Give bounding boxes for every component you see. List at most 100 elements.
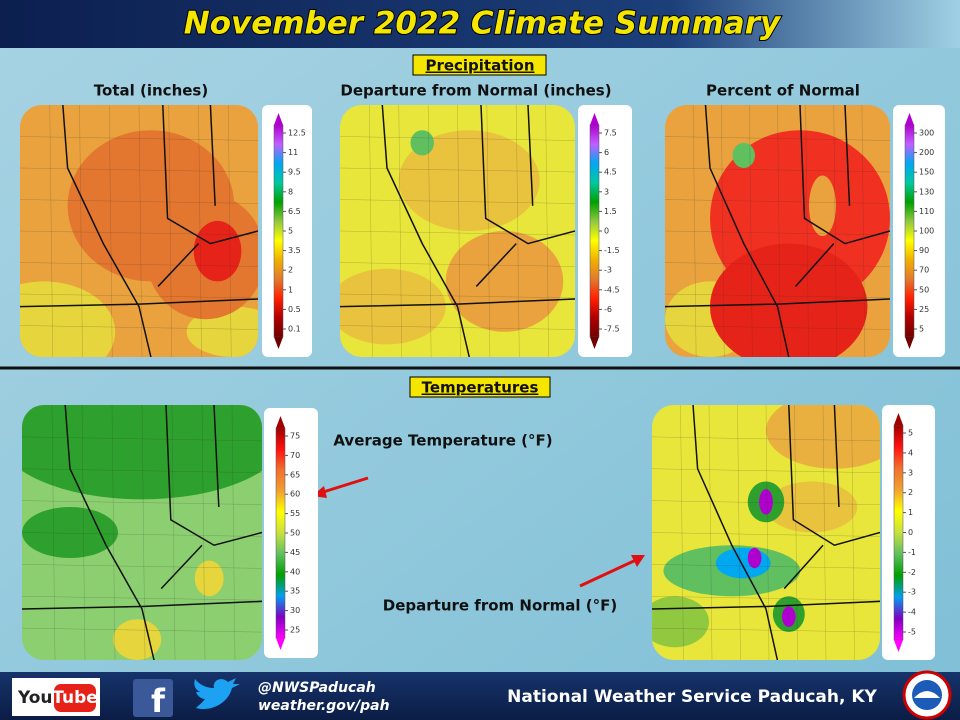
map <box>340 105 575 357</box>
legend-label: -2 <box>908 568 916 577</box>
bar-tip <box>905 113 914 125</box>
county-line <box>340 199 575 204</box>
county-line <box>665 136 890 141</box>
county-line <box>198 105 202 357</box>
map-region <box>710 243 868 357</box>
legend-label: 7.5 <box>604 129 617 138</box>
bar-tip <box>905 337 914 349</box>
map <box>652 405 880 660</box>
legend-label: 1.5 <box>604 207 617 216</box>
legend-label: 55 <box>290 509 300 518</box>
legend-label: 35 <box>290 587 300 596</box>
map-region <box>398 130 540 232</box>
county-line <box>777 105 781 357</box>
youtube-text: Tube <box>52 688 98 708</box>
legend-label: 4.5 <box>604 168 617 177</box>
map-title: Percent of Normal <box>706 82 860 100</box>
county-line <box>427 105 432 357</box>
county-line <box>851 405 855 660</box>
county-line <box>692 105 697 357</box>
legend-label: 12.5 <box>288 129 306 138</box>
legend-label: 75 <box>290 432 300 441</box>
county-line <box>652 500 880 505</box>
legend-label: 4 <box>908 448 913 457</box>
county-line <box>79 105 83 357</box>
county-line <box>81 405 86 660</box>
county-line <box>833 105 837 357</box>
map-region <box>809 175 836 237</box>
legend-label: 25 <box>290 626 300 635</box>
county-line <box>20 167 258 173</box>
map-region <box>759 489 773 515</box>
legend-box <box>262 105 312 357</box>
county-line <box>369 105 373 357</box>
legend: 7.5 6 4.5 3 1.5 0 -1.5 -3 -4.5 -6 -7.5 <box>578 105 632 357</box>
legend-label: 6.5 <box>288 207 301 216</box>
county-line <box>708 405 713 660</box>
map-region <box>410 130 434 156</box>
state-borders <box>340 105 575 357</box>
color-bar <box>589 124 600 338</box>
legend-label: 6 <box>604 148 609 157</box>
legend-label: 2 <box>908 488 913 497</box>
map-region <box>20 281 116 357</box>
legend-label: 3 <box>908 468 913 477</box>
county-line <box>22 436 262 442</box>
county-line <box>680 405 684 660</box>
legend-label: 11 <box>288 148 298 157</box>
legend-label: 45 <box>290 548 300 557</box>
state-borders <box>22 405 262 660</box>
county-line <box>398 105 402 357</box>
legend-label: -6 <box>604 305 612 314</box>
youtube-badge <box>54 684 96 712</box>
bar-tip <box>590 337 599 349</box>
county-line <box>794 405 798 660</box>
county-line <box>141 405 146 660</box>
county-line <box>749 105 753 357</box>
county-line <box>201 405 206 660</box>
map-region <box>732 142 755 168</box>
map-region <box>113 619 162 660</box>
map-region <box>766 481 858 533</box>
legend-label: 1 <box>908 508 913 517</box>
annotation: Average Temperature (°F) <box>333 432 552 450</box>
county-line <box>231 405 236 660</box>
legend-label: -4 <box>908 608 916 617</box>
map-region <box>194 560 224 597</box>
legend: 300 200 150 130 110 100 90 70 50 25 5 <box>893 105 945 357</box>
legend-label: 50 <box>290 529 300 538</box>
legend-label: -1 <box>908 548 916 557</box>
legend-label: -3 <box>908 588 916 597</box>
county-line <box>340 262 575 267</box>
map-title: Departure from Normal (inches) <box>340 82 611 100</box>
legend-label: 25 <box>919 305 929 314</box>
county-line <box>20 136 258 141</box>
header-bar <box>0 0 960 48</box>
legend-label: 200 <box>919 148 934 157</box>
nws-logo-cloud <box>914 691 940 698</box>
county-line <box>652 468 880 473</box>
social-handle: @NWSPaducah <box>258 680 376 696</box>
legend-label: 0.1 <box>288 325 301 334</box>
legend-label: 150 <box>919 168 934 177</box>
legend-label: 2 <box>288 266 293 275</box>
legend-label: 0 <box>604 227 609 236</box>
legend-label: 110 <box>919 207 934 216</box>
bar-tip <box>276 416 285 428</box>
legend: 75 70 65 60 55 50 45 40 35 30 25 <box>264 408 318 658</box>
bar-tip <box>276 638 285 650</box>
arrow-head <box>631 555 645 567</box>
bar-tip <box>590 113 599 125</box>
county-line <box>457 105 461 357</box>
county-line <box>340 167 575 173</box>
legend-label: -5 <box>908 628 916 637</box>
county-line <box>665 262 890 267</box>
county-line <box>20 325 258 330</box>
legend-label: 65 <box>290 470 300 479</box>
legend-label: 5 <box>919 325 924 334</box>
county-line <box>822 405 827 660</box>
state-borders <box>652 405 880 660</box>
map-region <box>445 231 564 332</box>
facebook-text: f <box>151 682 166 720</box>
county-line <box>652 436 880 442</box>
